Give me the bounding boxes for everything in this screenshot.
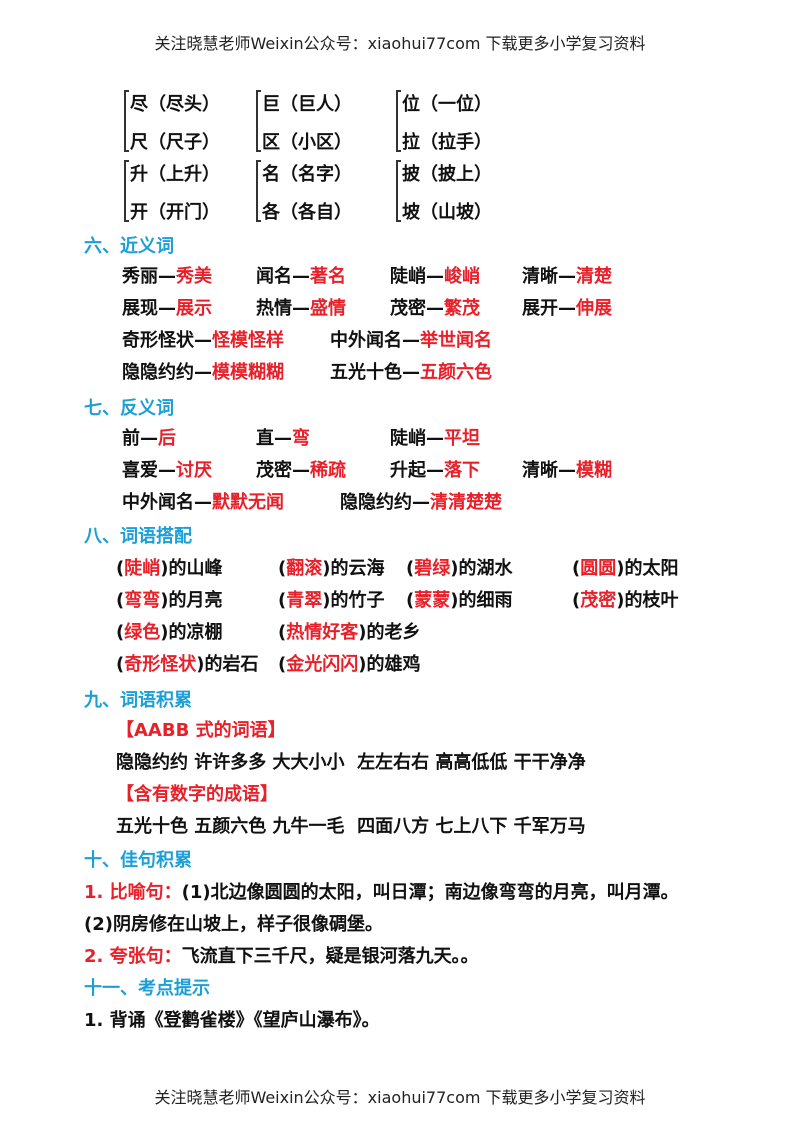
synonym-pair: 展开—伸展: [522, 298, 612, 319]
collocation: (碧绿)的湖水: [406, 558, 513, 579]
pair-char: 巨（巨人）: [262, 94, 352, 115]
collocation: (圆圆)的太阳: [572, 558, 679, 579]
pair-char: 升（上升）: [130, 164, 220, 185]
collocation: (奇形怪状)的岩石: [116, 654, 259, 675]
synonym-pair: 展现—展示: [122, 298, 212, 319]
pair-char: 坡（山坡）: [402, 202, 492, 223]
brace: [396, 90, 404, 152]
pair-char: 尺（尺子）: [130, 132, 220, 153]
collocation: (弯弯)的月亮: [116, 590, 223, 611]
page-footer: 关注晓慧老师Weixin公众号：xiaohui77com 下载更多小学复习资料: [154, 1088, 646, 1107]
brace: [256, 160, 264, 222]
synonym-pair: 秀丽—秀美: [122, 266, 212, 287]
collocation: (茂密)的枝叶: [572, 590, 679, 611]
antonym-pair: 前—后: [122, 428, 176, 449]
section-title-collocations: 八、词语搭配: [84, 526, 192, 547]
antonym-pair: 直—弯: [256, 428, 310, 449]
section-title-synonyms: 六、近义词: [84, 236, 174, 257]
brace: [124, 160, 132, 222]
synonym-pair: 陡峭—峻峭: [390, 266, 480, 287]
section-title-accumulation: 九、词语积累: [84, 690, 192, 711]
antonym-pair: 中外闻名—默默无闻: [122, 492, 284, 513]
section-title-antonyms: 七、反义词: [84, 398, 174, 419]
antonym-pair: 隐隐约约—清清楚楚: [340, 492, 502, 513]
exaggeration-sentence: 2. 夸张句：飞流直下三千尺，疑是银河落九天。。: [84, 946, 479, 967]
collocation: (陡峭)的山峰: [116, 558, 223, 579]
collocation: (青翠)的竹子: [278, 590, 385, 611]
aabb-words: 隐隐约约 许许多多 大大小小 左左右右 高高低低 干干净净: [116, 752, 586, 773]
pair-char: 区（小区）: [262, 132, 352, 153]
metaphor-sentence: 1. 比喻句：(1)北边像圆圆的太阳，叫日潭；南边像弯弯的月亮，叫月潭。: [84, 882, 679, 903]
collocation: (翻滚)的云海: [278, 558, 385, 579]
pair-char: 尽（尽头）: [130, 94, 220, 115]
pair-char: 各（各自）: [262, 202, 352, 223]
metaphor-sentence-2: (2)阴房修在山坡上，样子很像碉堡。: [84, 914, 383, 935]
antonym-pair: 喜爱—讨厌: [122, 460, 212, 481]
pair-char: 拉（拉手）: [402, 132, 492, 153]
synonym-pair: 茂密—繁茂: [390, 298, 480, 319]
brace: [396, 160, 404, 222]
pair-char: 名（名字）: [262, 164, 352, 185]
synonym-pair: 奇形怪状—怪模怪样: [122, 330, 284, 351]
subheading-aabb: 【AABB 式的词语】: [116, 720, 286, 741]
brace: [124, 90, 132, 152]
number-idioms: 五光十色 五颜六色 九牛一毛 四面八方 七上八下 千军万马: [116, 816, 586, 837]
synonym-pair: 隐隐约约—模模糊糊: [122, 362, 284, 383]
synonym-pair: 闻名—著名: [256, 266, 346, 287]
pair-char: 开（开门）: [130, 202, 220, 223]
section-title-exam-tips: 十一、考点提示: [84, 978, 210, 999]
page-header: 关注晓慧老师Weixin公众号：xiaohui77com 下载更多小学复习资料: [154, 34, 646, 53]
antonym-pair: 茂密—稀疏: [256, 460, 346, 481]
collocation: (绿色)的凉棚: [116, 622, 223, 643]
antonym-pair: 升起—落下: [390, 460, 480, 481]
subheading-number-idioms: 【含有数字的成语】: [116, 784, 278, 805]
brace: [256, 90, 264, 152]
collocation: (蒙蒙)的细雨: [406, 590, 513, 611]
collocation: (金光闪闪)的雄鸡: [278, 654, 421, 675]
antonym-pair: 陡峭—平坦: [390, 428, 480, 449]
section-title-sentences: 十、佳句积累: [84, 850, 192, 871]
collocation: (热情好客)的老乡: [278, 622, 421, 643]
pair-char: 位（一位）: [402, 94, 492, 115]
synonym-pair: 中外闻名—举世闻名: [330, 330, 492, 351]
synonym-pair: 热情—盛情: [256, 298, 346, 319]
antonym-pair: 清晰—模糊: [522, 460, 612, 481]
synonym-pair: 五光十色—五颜六色: [330, 362, 492, 383]
exam-tip: 1. 背诵《登鹳雀楼》《望庐山瀑布》。: [84, 1010, 380, 1031]
synonym-pair: 清晰—清楚: [522, 266, 612, 287]
pair-char: 披（披上）: [402, 164, 492, 185]
